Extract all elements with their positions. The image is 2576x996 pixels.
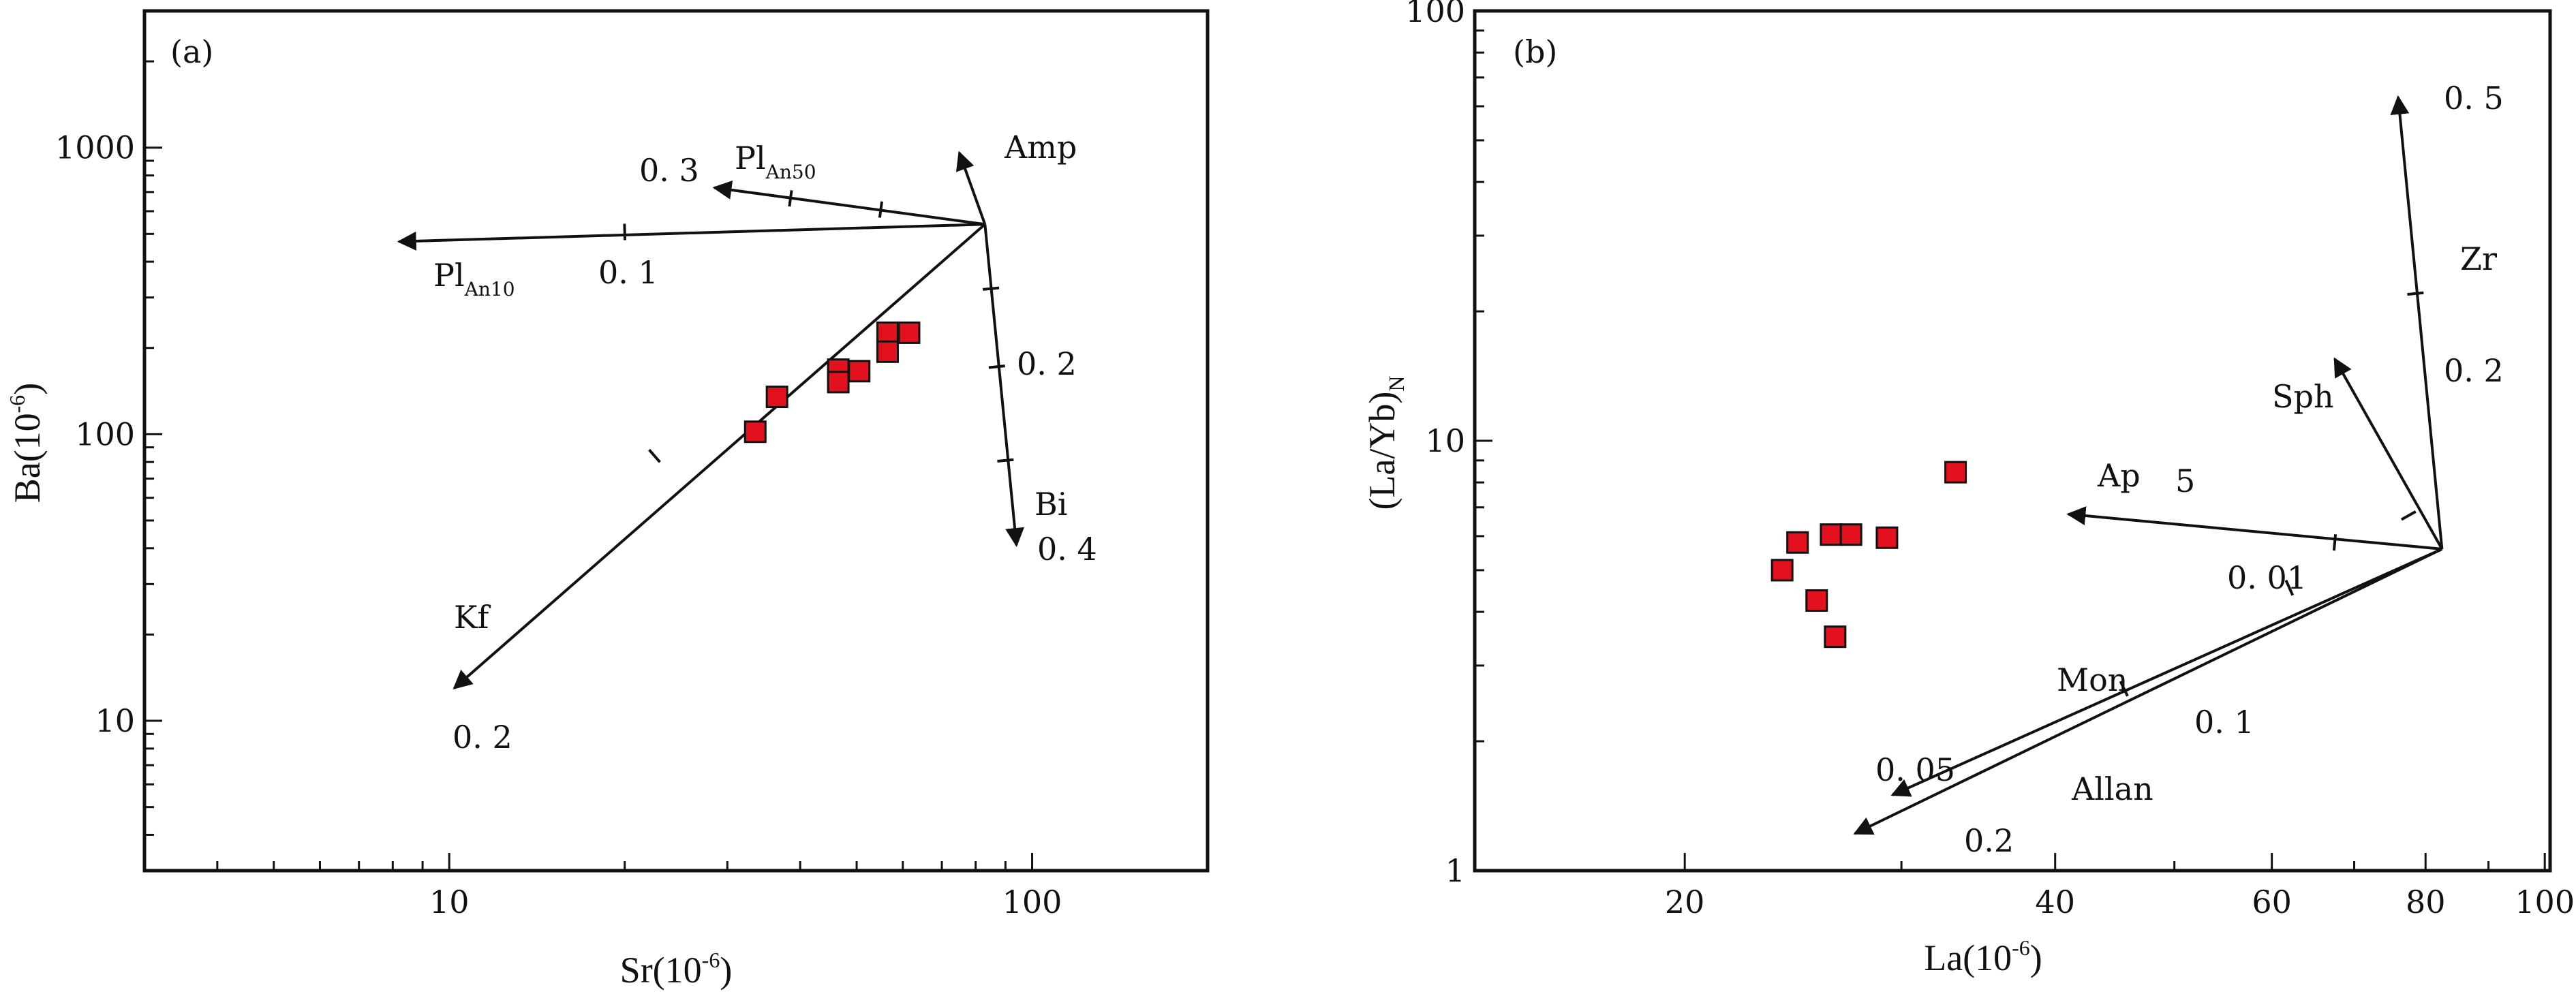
y-tick-label: 100	[1405, 0, 1465, 29]
y-tick-label: 10	[1425, 422, 1465, 459]
label-bi-mid: 0. 2	[1017, 345, 1077, 382]
panel-a-frame	[142, 9, 1210, 873]
label-001: 0. 01	[2227, 559, 2307, 596]
panel-a-x-axis-title: Sr(10-6)	[620, 948, 733, 991]
vector-tick	[988, 364, 1005, 369]
panel-b-y-axis: 1 10 100	[1405, 0, 1492, 889]
data-point	[876, 340, 899, 363]
vector-tick	[623, 223, 627, 240]
label-pl-an10: PlAn10	[433, 257, 515, 300]
data-point	[898, 321, 921, 344]
vector-bi	[983, 224, 1025, 548]
label-zr: Zr	[2460, 240, 2497, 277]
vector-tick	[2119, 681, 2129, 697]
label-zr-mid: 0. 2	[2444, 352, 2504, 389]
label-pl-an50: PlAn50	[735, 140, 816, 183]
data-point	[848, 360, 871, 383]
label-kf-value: 0. 2	[453, 719, 512, 756]
data-point	[1805, 589, 1828, 612]
panel-a: (a) 10 100 1000 10 100 Ba(10-6) Sr(10-6) Pl…	[5, 9, 1210, 991]
vector-ap	[2066, 506, 2442, 550]
panel-b: (b) 1 10 100 20 40 60 80 100 (La/Yb)N La(10-6)…	[1362, 0, 2575, 978]
label-pl-an10-value: 0. 1	[598, 254, 658, 291]
panel-b-y-axis-title: (La/Yb)N	[1362, 375, 1409, 510]
label-mon: Mon	[2057, 662, 2128, 698]
vector-amp	[955, 151, 987, 225]
panel-a-y-axis-title: Ba(10-6)	[5, 383, 48, 503]
panel-a-vectors	[397, 151, 1025, 689]
label-zr-end: 0. 5	[2444, 80, 2504, 116]
label-allan-mid: 0. 1	[2194, 704, 2254, 741]
x-tick-label: 80	[2406, 884, 2446, 920]
label-ap-value: 5	[2175, 463, 2195, 499]
data-point	[1824, 625, 1847, 649]
panel-b-points	[1770, 461, 1967, 649]
label-bi: Bi	[1034, 486, 1068, 523]
vector-tick	[2284, 580, 2295, 596]
vector-pl	[712, 180, 985, 226]
x-tick-label: 100	[2515, 884, 2575, 920]
vector-tick	[997, 458, 1014, 463]
label-allan-end: 0.2	[1964, 822, 2014, 859]
vector-tick	[2407, 291, 2424, 296]
panel-b-label: (b)	[1513, 33, 1557, 70]
vector-tick	[878, 201, 884, 218]
x-tick-label: 60	[2252, 884, 2292, 920]
x-tick-label: 100	[1002, 884, 1062, 920]
x-tick-label: 20	[1665, 884, 1705, 920]
panel-b-vectors	[1853, 95, 2444, 835]
vector-mon	[1890, 548, 2443, 797]
y-tick-label: 1	[1445, 852, 1465, 889]
label-bi-end: 0. 4	[1037, 531, 1097, 567]
vector-sph	[2333, 357, 2444, 550]
panel-a-label: (a)	[170, 33, 213, 70]
label-pl-an50-value: 0. 3	[639, 152, 699, 189]
data-point	[1839, 523, 1862, 546]
label-mon-end: 0. 05	[1875, 751, 1955, 788]
panel-a-x-axis: 10 100	[216, 853, 1062, 920]
y-tick-label: 10	[95, 702, 135, 739]
panel-a-points	[743, 321, 921, 443]
vector-tick	[788, 190, 793, 207]
data-point	[827, 371, 850, 394]
panel-b-x-axis-title: La(10-6)	[1924, 935, 2042, 978]
data-point	[1770, 559, 1794, 582]
x-tick-label: 40	[2035, 884, 2075, 920]
data-point	[765, 386, 788, 409]
label-sph: Sph	[2272, 378, 2334, 415]
label-ap: Ap	[2097, 457, 2141, 494]
data-point	[1944, 461, 1967, 484]
vector-allan	[1853, 548, 2443, 835]
label-kf: Kf	[454, 599, 491, 636]
label-amp: Amp	[1004, 129, 1077, 166]
label-allan: Allan	[2071, 771, 2153, 807]
panel-b-x-axis: 20 40 60 80 100	[1665, 853, 2575, 920]
vector-kf	[453, 223, 986, 689]
data-point	[1875, 526, 1899, 549]
vector-tick	[2332, 534, 2337, 551]
vector-zr	[2390, 95, 2444, 550]
vector-tick	[983, 286, 1000, 291]
vector-tick	[648, 448, 661, 463]
y-tick-label: 100	[75, 416, 135, 452]
vector-pl	[397, 223, 985, 251]
x-tick-label: 10	[429, 884, 470, 920]
panel-a-y-axis: 10 100 1000	[55, 60, 162, 836]
vector-tick	[2400, 510, 2417, 521]
y-tick-label: 1000	[55, 129, 135, 166]
data-point	[743, 420, 767, 443]
data-point	[1786, 531, 1809, 554]
data-point	[876, 321, 899, 344]
data-point	[1820, 523, 1843, 546]
